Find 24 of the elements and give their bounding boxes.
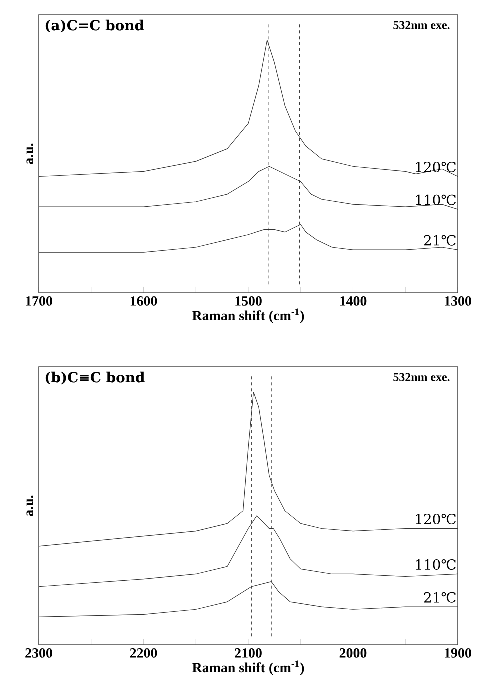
x-axis-title: Raman shift (cm$^{-1}$) <box>192 660 304 676</box>
y-axis-title: a.u. <box>26 496 34 516</box>
x-tick-label: 1500 <box>236 296 262 306</box>
x-tick-label: 2300 <box>26 648 52 658</box>
x-tick-label: 2200 <box>130 648 158 658</box>
x-tick-label: 1600 <box>130 296 158 306</box>
x-tick-label: 2000 <box>340 648 367 658</box>
y-axis-title: a.u. <box>26 144 34 164</box>
x-tick-label: 1900 <box>445 648 472 658</box>
x-axis-title: Raman shift (cm$^{-1}$) <box>192 308 304 324</box>
series-label: 110℃ <box>416 559 456 570</box>
x-tick-label: 1400 <box>340 296 367 306</box>
text: 532nm exe. <box>394 373 450 382</box>
series-label: 21℃ <box>424 235 456 246</box>
series-label: 110℃ <box>416 194 456 206</box>
chart-title: (a)C=C bond <box>46 20 144 33</box>
series-label: 120℃ <box>416 162 456 173</box>
x-tick-label: 1700 <box>26 296 52 306</box>
chart-title: (b)C≡C bond <box>46 372 145 385</box>
series-label: 21℃ <box>424 592 456 603</box>
x-tick-label: 1300 <box>445 296 472 306</box>
x-tick-label: 2100 <box>235 648 262 658</box>
text: 532nm exe. <box>394 21 450 30</box>
series-label: 120℃ <box>416 514 456 525</box>
